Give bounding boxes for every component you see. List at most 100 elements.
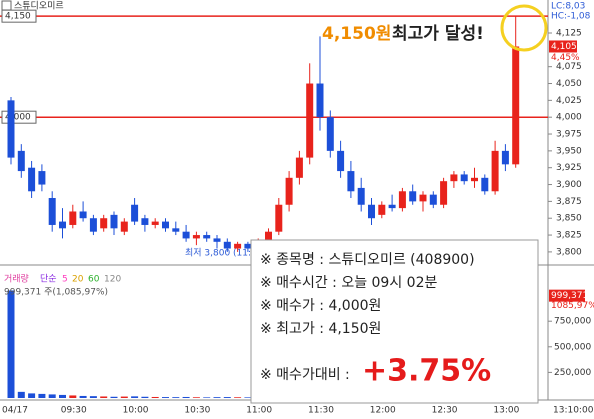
info-line: ※ 종목명 : 스튜디오미르 (408900) [260, 252, 475, 268]
volume-bar [48, 394, 56, 398]
x-tick-label: 13:00 [493, 406, 519, 416]
candle-body [223, 241, 231, 249]
volume-bar [182, 396, 190, 398]
candle-body [17, 150, 25, 172]
legend-entry: 5 [62, 275, 68, 285]
y-tick-label: 3,850 [556, 214, 582, 224]
volume-bar [223, 397, 231, 398]
legend-entry: 거래량 [4, 273, 29, 285]
info-compare-label: ※ 매수가대비 : [260, 367, 350, 383]
header-lc: LC:8,03 [551, 2, 585, 12]
checkbox[interactable] [1, 0, 12, 11]
volume-bar [120, 396, 128, 398]
candle-body [388, 204, 396, 209]
y-tick-label: 3,875 [556, 197, 582, 207]
candle-body [100, 218, 108, 229]
volume-bar [141, 396, 149, 398]
x-tick-label: 04/17 [2, 406, 28, 416]
candle-body [151, 221, 159, 225]
y-tick-label: 3,950 [556, 146, 582, 156]
candle-body [398, 191, 406, 209]
candle-body [192, 235, 200, 239]
x-tick-label: 12:30 [432, 406, 458, 416]
volume-bar [79, 395, 87, 398]
volume-bar [234, 397, 242, 398]
legend-entry: 단순 [40, 274, 57, 285]
candle-body [429, 194, 437, 205]
candle-body [203, 235, 211, 239]
candle-body [316, 83, 324, 118]
volume-bar [38, 393, 46, 398]
volume-bar [172, 397, 180, 398]
reference-label-box [1, 9, 37, 23]
volume-bar [17, 391, 25, 398]
info-box-frame [250, 239, 539, 404]
candle-body [7, 100, 15, 158]
volume-bar [192, 397, 200, 398]
info-compare-value: +3.75% [362, 354, 491, 389]
candle-body [89, 218, 97, 232]
candle-body [59, 221, 66, 229]
volume-bar [89, 396, 97, 398]
legend-entry: 120 [104, 275, 121, 285]
y-tick-label: 4,125 [556, 29, 582, 39]
x-tick-label: 11:30 [308, 406, 334, 416]
info-line: ※ 매수가 : 4,000원 [260, 298, 381, 314]
candle-body [440, 181, 448, 205]
candle-body [368, 204, 375, 219]
x-tick-label: 10:30 [184, 406, 210, 416]
y-tick-label: 3,900 [556, 180, 582, 190]
reference-label: 4,000 [5, 113, 31, 123]
annotation-text: 최고가 달성! [392, 23, 484, 44]
volume-summary: 999,371 주(1,085,97%) [4, 287, 108, 298]
candle-body [337, 150, 345, 172]
stock-label: 스튜디오미르 [14, 1, 64, 12]
candle-body [347, 171, 355, 192]
current-price-box [549, 40, 577, 53]
candle-body [28, 167, 36, 192]
volume-bar [162, 397, 169, 398]
volume-bar [59, 394, 66, 398]
volume-bar [7, 290, 15, 398]
x-tick-label: 11:00 [246, 406, 272, 416]
y-tick-label: 3,825 [556, 231, 582, 241]
legend-entry: 60 [88, 275, 100, 285]
candle-body [38, 171, 46, 185]
current-change: 4,45% [551, 53, 580, 63]
x-tick-label: 10:00 [123, 406, 149, 416]
candle-body [110, 214, 118, 229]
y-tick-label: 4,000 [556, 113, 582, 123]
y-tick-label: 4,050 [556, 79, 582, 89]
y-tick-label: 4,025 [556, 96, 582, 106]
candle-body [378, 204, 386, 215]
low-note: 최저 3,800 (11:10 [185, 248, 263, 259]
candle-body [450, 174, 458, 182]
volume-bar [28, 393, 36, 398]
candle-body [213, 238, 221, 242]
volume-last-pct: 1085,97% [551, 301, 594, 311]
candle-body [69, 211, 77, 225]
candle-body [460, 174, 468, 182]
volume-last-box [549, 289, 585, 302]
candle-body [141, 218, 149, 225]
candle-body [234, 243, 242, 249]
volume-bar [213, 397, 221, 398]
current-price-label: 4,105 [551, 42, 577, 52]
volume-bar [244, 397, 252, 398]
volume-bar [151, 396, 159, 398]
y-tick-label: 3,800 [556, 247, 582, 257]
candle-body [306, 83, 314, 158]
candle-body [182, 231, 190, 239]
highlight-circle [500, 4, 548, 52]
candle-body [131, 204, 139, 222]
candle-body [295, 157, 303, 178]
info-line: ※ 최고가 : 4,150원 [260, 321, 381, 337]
legend-entry: 20 [72, 275, 84, 285]
volume-last-label: 999,371 [551, 291, 588, 301]
y-tick-label: 500,000 [554, 342, 591, 352]
annotation-price: 4,150원 [322, 24, 391, 44]
candle-body [48, 198, 56, 225]
y-tick-label: 750,000 [554, 317, 591, 327]
volume-bar [69, 395, 77, 398]
